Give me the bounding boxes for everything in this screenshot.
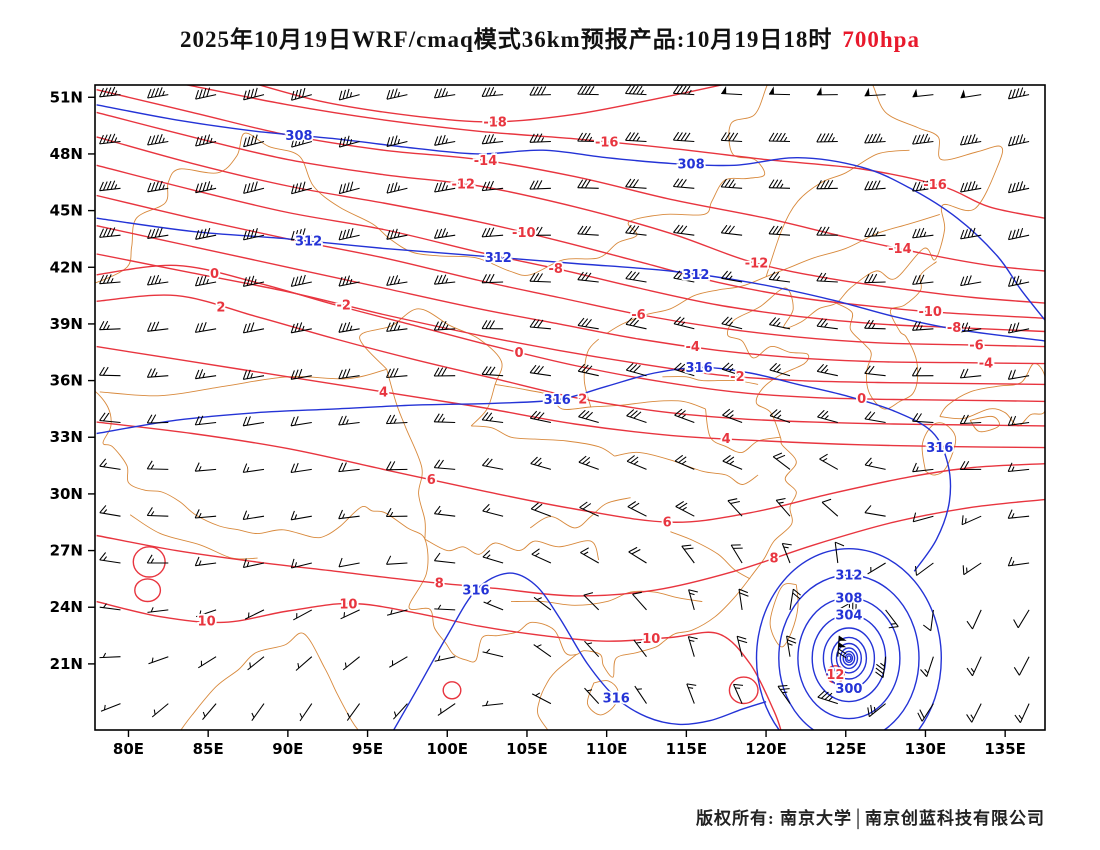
svg-text:8: 8 bbox=[435, 577, 444, 592]
svg-text:-6: -6 bbox=[631, 308, 645, 323]
svg-text:21N: 21N bbox=[50, 655, 83, 673]
svg-text:-6: -6 bbox=[969, 339, 983, 354]
svg-text:2: 2 bbox=[216, 301, 225, 316]
height-contours bbox=[96, 104, 1045, 730]
svg-text:-10: -10 bbox=[918, 305, 942, 320]
svg-text:125E: 125E bbox=[825, 740, 867, 758]
svg-text:2: 2 bbox=[578, 392, 587, 407]
svg-text:-8: -8 bbox=[947, 321, 961, 336]
svg-text:85E: 85E bbox=[193, 740, 224, 758]
svg-text:312: 312 bbox=[682, 268, 709, 283]
svg-text:27N: 27N bbox=[50, 542, 83, 560]
svg-text:312: 312 bbox=[485, 251, 512, 266]
chart-title: 2025年10月19日WRF/cmaq模式36km预报产品:10月19日18时 7… bbox=[0, 20, 1100, 54]
svg-text:-16: -16 bbox=[923, 178, 947, 193]
svg-text:95E: 95E bbox=[352, 740, 383, 758]
svg-text:33N: 33N bbox=[50, 428, 83, 446]
svg-text:308: 308 bbox=[678, 158, 705, 173]
svg-text:6: 6 bbox=[663, 515, 672, 530]
svg-text:110E: 110E bbox=[586, 740, 628, 758]
svg-text:4: 4 bbox=[379, 385, 388, 400]
svg-text:308: 308 bbox=[285, 129, 312, 144]
svg-text:-4: -4 bbox=[685, 340, 699, 355]
svg-text:45N: 45N bbox=[50, 202, 83, 220]
svg-text:312: 312 bbox=[835, 569, 862, 584]
svg-text:-18: -18 bbox=[483, 115, 507, 130]
svg-text:12: 12 bbox=[826, 668, 844, 683]
svg-text:10: 10 bbox=[339, 597, 357, 612]
svg-text:0: 0 bbox=[210, 267, 219, 282]
axis-labels: 80E 85E 90E 95E 100E 105E 110E 115E 120E 125E 130E… bbox=[50, 88, 1026, 758]
svg-text:316: 316 bbox=[462, 584, 489, 599]
svg-text:316: 316 bbox=[926, 441, 953, 456]
svg-text:4: 4 bbox=[722, 432, 731, 447]
svg-text:42N: 42N bbox=[50, 258, 83, 276]
svg-text:135E: 135E bbox=[984, 740, 1026, 758]
svg-text:36N: 36N bbox=[50, 372, 83, 390]
svg-text:30N: 30N bbox=[50, 485, 83, 503]
svg-text:-12: -12 bbox=[745, 257, 769, 272]
svg-text:10: 10 bbox=[642, 632, 660, 647]
svg-text:130E: 130E bbox=[905, 740, 947, 758]
svg-text:90E: 90E bbox=[272, 740, 303, 758]
svg-text:-8: -8 bbox=[548, 262, 562, 277]
svg-text:304: 304 bbox=[835, 608, 862, 623]
map-frame bbox=[94, 84, 1046, 731]
svg-text:6: 6 bbox=[427, 473, 436, 488]
svg-text:-2: -2 bbox=[730, 370, 744, 385]
svg-text:-14: -14 bbox=[474, 154, 498, 169]
svg-text:105E: 105E bbox=[506, 740, 548, 758]
copyright-text: 版权所有: 南京大学│南京创蓝科技有限公司 bbox=[696, 809, 1045, 828]
svg-text:-2: -2 bbox=[336, 299, 350, 314]
svg-text:8: 8 bbox=[769, 552, 778, 567]
contour-labels: -18 -16 -16 -14 -14 -12 -12 -10 -10 -8 -8 -6 -6 -4 -4 -… bbox=[196, 114, 995, 709]
svg-text:100E: 100E bbox=[426, 740, 468, 758]
wind-barbs bbox=[99, 85, 1030, 724]
svg-text:115E: 115E bbox=[666, 740, 708, 758]
svg-text:10: 10 bbox=[198, 614, 216, 629]
temperature-contours bbox=[96, 85, 1045, 730]
svg-text:316: 316 bbox=[686, 361, 713, 376]
svg-text:312: 312 bbox=[295, 235, 322, 250]
svg-text:24N: 24N bbox=[50, 598, 83, 616]
svg-text:48N: 48N bbox=[50, 145, 83, 163]
svg-text:51N: 51N bbox=[50, 88, 83, 106]
svg-text:308: 308 bbox=[835, 591, 862, 606]
svg-text:316: 316 bbox=[544, 393, 571, 408]
chart-title-level: 700hpa bbox=[842, 27, 920, 52]
chart-title-main: 2025年10月19日WRF/cmaq模式36km预报产品:10月19日18时 bbox=[180, 27, 833, 52]
svg-text:120E: 120E bbox=[745, 740, 787, 758]
svg-text:-16: -16 bbox=[595, 136, 619, 151]
svg-text:316: 316 bbox=[603, 691, 630, 706]
svg-text:80E: 80E bbox=[113, 740, 144, 758]
svg-text:-10: -10 bbox=[512, 226, 536, 241]
svg-text:39N: 39N bbox=[50, 315, 83, 333]
svg-text:-14: -14 bbox=[888, 242, 912, 257]
axis-ticks bbox=[88, 96, 1006, 737]
svg-text:0: 0 bbox=[514, 346, 523, 361]
svg-text:300: 300 bbox=[835, 682, 862, 697]
map-outlines bbox=[95, 85, 1045, 730]
svg-text:-4: -4 bbox=[979, 357, 993, 372]
svg-text:-12: -12 bbox=[451, 178, 475, 193]
svg-text:0: 0 bbox=[857, 392, 866, 407]
